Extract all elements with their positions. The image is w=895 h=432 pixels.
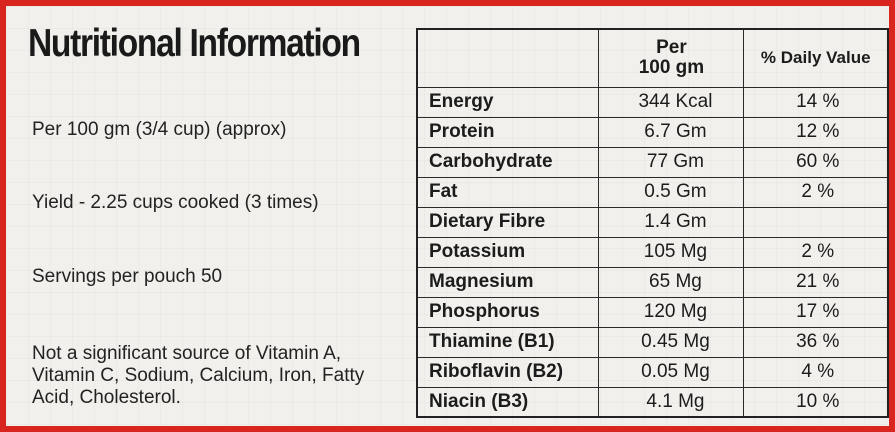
- nutrient-amount: 6.7 Gm: [598, 116, 745, 148]
- table-row: Phosphorus 120 Mg 17 %: [416, 296, 889, 328]
- nutrient-name: Fat: [416, 176, 600, 208]
- nutrient-amount: 105 Mg: [598, 236, 745, 268]
- table-row: Riboflavin (B2) 0.05 Mg 4 %: [416, 356, 889, 388]
- table-row: Thiamine (B1) 0.45 Mg 36 %: [416, 326, 889, 358]
- nutrient-amount: 0.45 Mg: [598, 326, 745, 358]
- table-header-row: Per 100 gm % Daily Value: [416, 28, 889, 88]
- nutrient-daily-value: 17 %: [743, 296, 889, 328]
- yield-text: Yield - 2.25 cups cooked (3 times): [32, 192, 319, 213]
- nutrient-amount: 1.4 Gm: [598, 206, 745, 238]
- nutrient-daily-value: 14 %: [743, 86, 889, 118]
- nutrient-name: Magnesium: [416, 266, 600, 298]
- nutrient-name: Phosphorus: [416, 296, 600, 328]
- nutrient-amount: 0.05 Mg: [598, 356, 745, 388]
- nutrient-name: Riboflavin (B2): [416, 356, 600, 388]
- header-nutrient: [416, 28, 600, 88]
- nutrient-daily-value: 12 %: [743, 116, 889, 148]
- nutrient-name: Thiamine (B1): [416, 326, 600, 358]
- nutrient-amount: 344 Kcal: [598, 86, 745, 118]
- header-per-100gm: Per 100 gm: [598, 28, 745, 88]
- nutrient-daily-value: 4 %: [743, 356, 889, 388]
- nutrient-amount: 77 Gm: [598, 146, 745, 178]
- nutrient-amount: 120 Mg: [598, 296, 745, 328]
- table-row: Niacin (B3) 4.1 Mg 10 %: [416, 386, 889, 418]
- header-per-100gm-label: Per 100 gm: [638, 37, 705, 79]
- nutrient-daily-value: 10 %: [743, 386, 889, 418]
- nutrient-daily-value: 2 %: [743, 176, 889, 208]
- nutrient-name: Energy: [416, 86, 600, 118]
- serving-size-text: Per 100 gm (3/4 cup) (approx): [32, 119, 287, 140]
- servings-text: Servings per pouch 50: [32, 266, 223, 287]
- table-row: Carbohydrate 77 Gm 60 %: [416, 146, 889, 178]
- table-row: Magnesium 65 Mg 21 %: [416, 266, 889, 298]
- nutrient-name: Protein: [416, 116, 600, 148]
- table-row: Dietary Fibre 1.4 Gm: [416, 206, 889, 238]
- nutrient-name: Dietary Fibre: [416, 206, 600, 238]
- header-daily-value: % Daily Value: [743, 28, 889, 88]
- nutrient-name: Niacin (B3): [416, 386, 600, 418]
- table-row: Protein 6.7 Gm 12 %: [416, 116, 889, 148]
- nutrient-amount: 0.5 Gm: [598, 176, 745, 208]
- nutrient-daily-value: [743, 206, 889, 238]
- nutrient-amount: 4.1 Mg: [598, 386, 745, 418]
- nutrient-daily-value: 60 %: [743, 146, 889, 178]
- nutrition-table-body: Energy 344 Kcal 14 % Protein 6.7 Gm 12 % Carbo…: [416, 86, 889, 418]
- table-row: Energy 344 Kcal 14 %: [416, 86, 889, 118]
- not-significant-source-note: Not a significant source of Vitamin A, V…: [32, 343, 365, 408]
- nutrient-daily-value: 2 %: [743, 236, 889, 268]
- table-row: Fat 0.5 Gm 2 %: [416, 176, 889, 208]
- nutrient-name: Carbohydrate: [416, 146, 600, 178]
- nutrition-table: Per 100 gm % Daily Value Energy 344 Kcal 1…: [416, 28, 889, 418]
- label-title: Nutritional Information: [28, 22, 361, 65]
- nutrient-daily-value: 36 %: [743, 326, 889, 358]
- nutrient-daily-value: 21 %: [743, 266, 889, 298]
- table-row: Potassium 105 Mg 2 %: [416, 236, 889, 268]
- nutrient-name: Potassium: [416, 236, 600, 268]
- nutrient-amount: 65 Mg: [598, 266, 745, 298]
